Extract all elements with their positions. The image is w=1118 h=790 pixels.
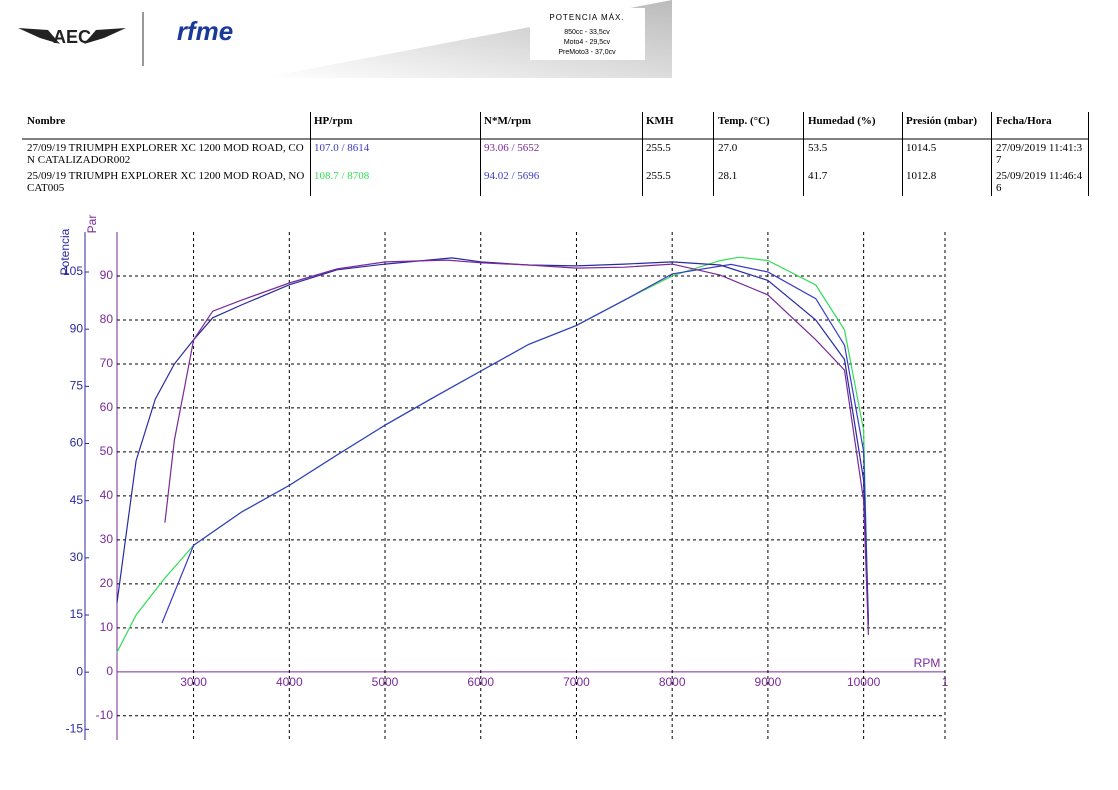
table-cell: 255.5 xyxy=(646,170,671,182)
column-header: Fecha/Hora xyxy=(996,115,1052,127)
column-separator xyxy=(310,112,311,196)
y-tick-label: 60 xyxy=(70,436,84,450)
x-tick-label: 9000 xyxy=(755,675,782,689)
table-cell: 27.0 xyxy=(718,142,738,154)
x-axis-label: RPM xyxy=(914,656,941,670)
y-tick-label: 75 xyxy=(70,379,84,393)
x-tick-label: 5000 xyxy=(372,675,399,689)
table-cell: 53.5 xyxy=(808,142,828,154)
y2-axis-label: Par xyxy=(85,215,99,234)
x-tick-label: 10000 xyxy=(847,675,881,689)
curve xyxy=(116,256,869,653)
logo-rfme: rfme xyxy=(177,16,233,46)
y-tick-label: 45 xyxy=(70,493,84,507)
column-separator xyxy=(480,112,481,196)
column-separator xyxy=(991,112,992,196)
column-header: Humedad (%) xyxy=(808,115,876,127)
table-cell: 255.5 xyxy=(646,142,671,154)
x-tick-label: 3000 xyxy=(180,675,207,689)
curve xyxy=(164,259,869,635)
y2-tick-label: 50 xyxy=(100,444,114,458)
y2-tick-label: 30 xyxy=(100,532,114,546)
y-tick-label: 105 xyxy=(63,264,83,278)
table-cell: 27/09/2019 11:41:37 xyxy=(996,142,1083,166)
y2-tick-label: 40 xyxy=(100,488,114,502)
table-cell: 41.7 xyxy=(808,170,828,182)
y-tick-label: 30 xyxy=(70,550,84,564)
column-header: N*M/rpm xyxy=(484,115,532,127)
y-axis-label: Potencia xyxy=(58,228,72,275)
column-separator xyxy=(803,112,804,196)
y-tick-label: 0 xyxy=(76,664,83,678)
y2-tick-label: 20 xyxy=(100,576,114,590)
table-cell: 93.06 / 5652 xyxy=(484,142,540,154)
logo-wings xyxy=(18,28,126,44)
column-separator xyxy=(902,112,903,196)
table-cell: 94.02 / 5696 xyxy=(484,170,540,182)
y2-tick-label: 0 xyxy=(106,664,113,678)
curve xyxy=(161,263,869,624)
column-header: HP/rpm xyxy=(314,115,353,127)
column-header: Presión (mbar) xyxy=(906,115,977,127)
table-cell: 107.0 / 8614 xyxy=(314,142,370,154)
y-tick-label: 90 xyxy=(70,321,84,335)
column-header: Nombre xyxy=(27,115,66,127)
x-tick-label: 7000 xyxy=(563,675,590,689)
power-box xyxy=(530,8,645,60)
x-tick-label: 1 xyxy=(942,675,949,689)
x-tick-label: 4000 xyxy=(276,675,303,689)
y2-tick-label: 60 xyxy=(100,400,114,414)
y-tick-label: -15 xyxy=(66,722,84,736)
table-cell: 1012.8 xyxy=(906,170,937,182)
table-cell: 25/09/19 TRIUMPH EXPLORER XC 1200 MOD RO… xyxy=(27,170,305,194)
column-header: Temp. (°C) xyxy=(718,115,770,127)
box-line: 850cc - 33,5cv xyxy=(564,29,610,36)
box-title: POTENCIA MÁX. xyxy=(549,13,624,22)
y2-tick-label: 80 xyxy=(100,312,114,326)
column-header: KMH xyxy=(646,115,674,127)
table-cell: 27/09/19 TRIUMPH EXPLORER XC 1200 MOD RO… xyxy=(27,142,304,166)
column-separator xyxy=(713,112,714,196)
y2-tick-label: -10 xyxy=(96,708,114,722)
table-cell: 108.7 / 8708 xyxy=(314,170,370,182)
table-cell: 28.1 xyxy=(718,170,738,182)
y2-tick-label: 90 xyxy=(100,268,114,282)
x-tick-label: 8000 xyxy=(659,675,686,689)
logo-aec: AEC xyxy=(53,27,91,47)
table-cell: 25/09/2019 11:46:46 xyxy=(996,170,1083,194)
column-separator xyxy=(642,112,643,196)
box-line: PreMoto3 - 37,0cv xyxy=(558,49,616,56)
table-cell: 1014.5 xyxy=(906,142,937,154)
curve xyxy=(116,257,869,625)
y2-tick-label: 10 xyxy=(100,620,114,634)
column-separator xyxy=(1088,112,1089,196)
y2-tick-label: 70 xyxy=(100,356,114,370)
y-tick-label: 15 xyxy=(70,607,84,621)
box-line: Moto4 - 29,5cv xyxy=(564,39,611,46)
x-tick-label: 6000 xyxy=(467,675,494,689)
